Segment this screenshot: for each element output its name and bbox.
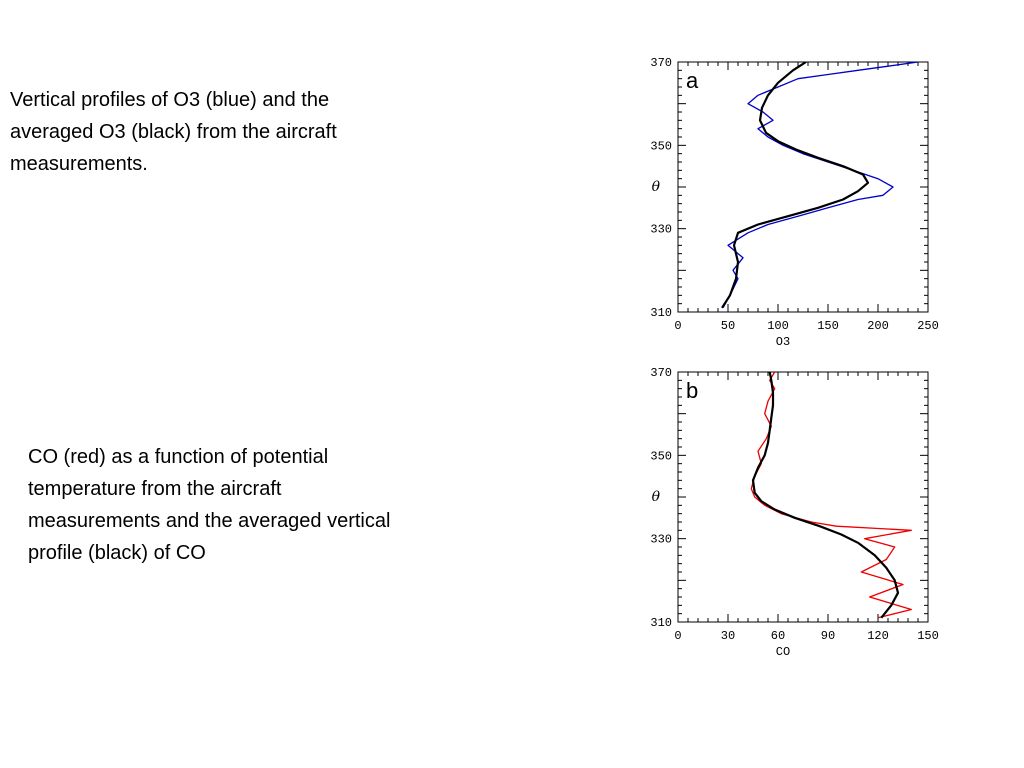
chart-a-x-axis-label: O3 [776,335,790,349]
chart-b-panel-letter: b [686,378,698,403]
chart-b-x-tick-label: 30 [721,629,735,643]
chart-a-panel-letter: a [686,68,699,93]
chart-b-y-axis-label: θ [652,489,661,505]
chart-a-x-tick-label: 250 [917,319,939,333]
chart-a-y-tick-label: 350 [650,139,672,153]
chart-a-y-tick-label: 330 [650,223,672,237]
chart-b-y-tick-label: 330 [650,533,672,547]
chart-b-x-tick-label: 150 [917,629,939,643]
chart-b-mean-profile-line [751,372,900,619]
o3-profile-chart: 0 50 100 150 200 250 310 330 350 θ 370 O3 a [650,56,939,349]
chart-a-plot-frame [677,61,929,313]
chart-b-x-tick-label: 120 [867,629,889,643]
chart-a-x-tick-label: 200 [867,319,889,333]
chart-b-x-tick-label: 0 [674,629,681,643]
chart-b-x-tick-label: 60 [771,629,785,643]
chart-a-y-axis-label: θ [652,179,661,195]
chart-b-y-tick-label: 310 [650,616,672,630]
chart-a-x-tick-label: 150 [817,319,839,333]
chart-b-x-tick-label: 90 [821,629,835,643]
chart-a-measurement-profile-line [722,62,919,309]
chart-b-measurement-profile-line [750,372,912,619]
chart-b-y-tick-label: 370 [650,366,672,380]
caption-co: CO (red) as a function of potential temp… [28,446,391,564]
chart-a-y-tick-label: 310 [650,306,672,320]
chart-b-x-axis-label: CO [776,645,790,659]
caption-o3: Vertical profiles of O3 (blue) and the a… [10,89,337,175]
chart-b-y-tick-label: 350 [650,449,672,463]
chart-a-y-tick-label: 370 [650,56,672,70]
chart-b-plot-frame [677,371,929,623]
chart-a-x-tick-label: 0 [674,319,681,333]
chart-a-x-tick-label: 100 [767,319,789,333]
chart-a-mean-profile-line [721,62,870,309]
co-profile-chart: 0 30 60 90 120 150 310 330 350 θ 370 CO b [650,366,939,659]
chart-a-x-tick-label: 50 [721,319,735,333]
